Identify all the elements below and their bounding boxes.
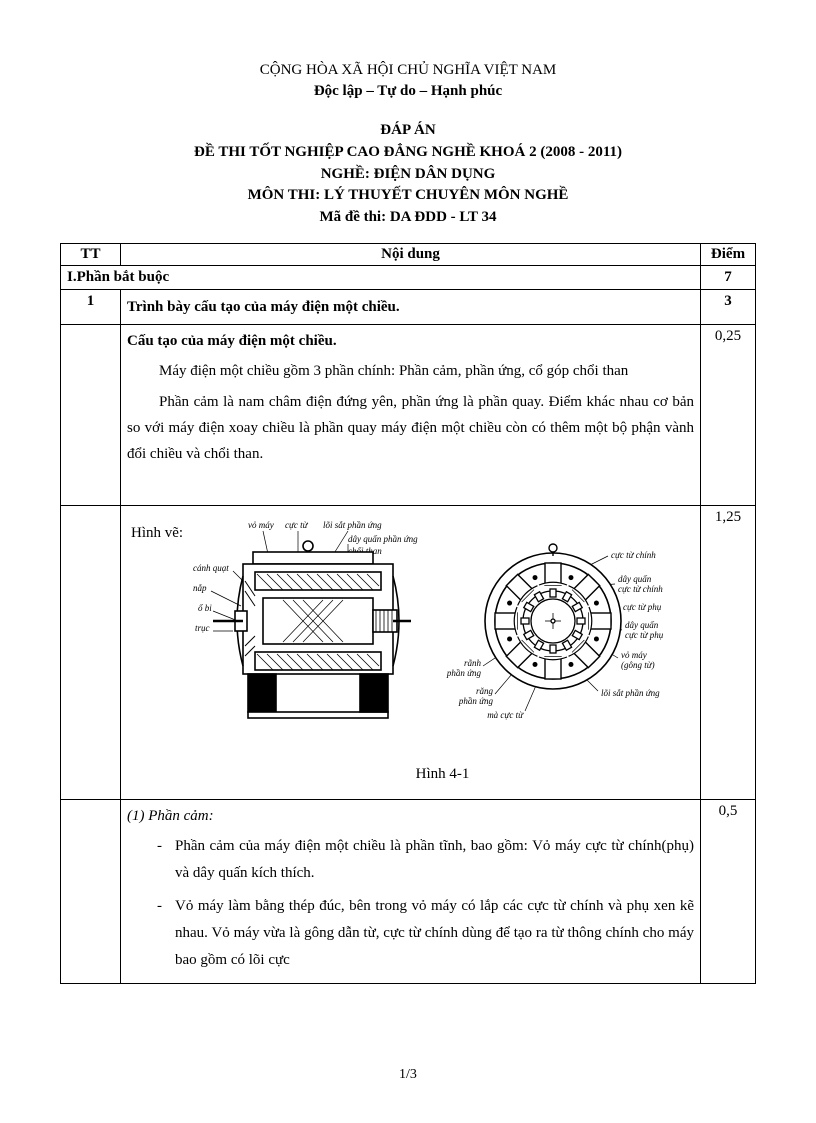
lbl-loisat: lõi sắt phần ứng xyxy=(323,520,382,530)
table-header-row: TT Nội dung Điểm xyxy=(61,243,756,265)
question-row: 1 Trình bày cấu tạo của máy điện một chi… xyxy=(61,289,756,324)
dc-machine-diagram: vỏ máy cực từ lõi sắt phần ứng dây quấn … xyxy=(191,516,694,788)
lbl-r-macuctu: mà cực từ xyxy=(487,710,524,720)
lbl-dayquan: dây quấn phần ứng xyxy=(348,534,418,544)
lbl-r-vomay: vỏ máy xyxy=(621,650,647,660)
header-line-2: Độc lập – Tự do – Hạnh phúc xyxy=(60,81,756,102)
lbl-obi: ổ bi xyxy=(198,603,212,613)
r3-b2: Vỏ máy làm bằng thép đúc, bên trong vỏ m… xyxy=(157,893,694,974)
lbl-r-dqctc: dây quấn xyxy=(618,574,652,584)
page-footer: 1/3 xyxy=(0,1067,816,1083)
r1-subhead: Cấu tạo của máy điện một chiều. xyxy=(127,328,694,354)
r3-b1: Phần cảm của máy điện một chiều là phần … xyxy=(157,833,694,887)
lbl-vomay: vỏ máy xyxy=(248,520,274,530)
lbl-r-loisat: lõi sắt phần ứng xyxy=(601,688,660,698)
lbl-nap: nắp xyxy=(193,583,207,593)
section-label: I.Phần bắt buộc xyxy=(61,265,701,289)
page-number: 1/3 xyxy=(399,1067,417,1082)
doc-title-block: ĐÁP ÁN ĐỀ THI TỐT NGHIỆP CAO ĐẲNG NGHỀ K… xyxy=(60,120,756,229)
title-made: Mã đề thi: DA ĐDD - LT 34 xyxy=(60,207,756,229)
title-dapan: ĐÁP ÁN xyxy=(60,120,756,142)
title-nghe: NGHỀ: ĐIỆN DÂN DỤNG xyxy=(60,164,756,186)
th-diem: Điểm xyxy=(701,243,756,265)
lbl-r-dqctp2: cực từ phụ xyxy=(625,630,664,640)
lbl-r-rang: răng xyxy=(476,686,494,696)
figure-row: Hình vẽ: vỏ máy cực từ lõi sắt phần ứng … xyxy=(61,505,756,800)
lbl-cuctu: cực từ xyxy=(285,520,309,530)
r3-head: (1) Phần cảm: xyxy=(127,803,694,829)
lbl-r-dqctp: dây quấn xyxy=(625,620,659,630)
lbl-r-phanung: phần ứng xyxy=(445,668,481,678)
figure-label: Hình vẽ: xyxy=(131,516,183,546)
lbl-r-ctc: cực từ chính xyxy=(611,550,656,560)
blank-cell xyxy=(61,325,121,506)
title-mon: MÔN THI: LÝ THUYẾT CHUYÊN MÔN NGHỀ xyxy=(60,185,756,207)
r3-score: 0,5 xyxy=(701,800,756,984)
blank-cell xyxy=(61,505,121,800)
th-noidung: Nội dung xyxy=(121,243,701,265)
lbl-r-ctp: cực từ phụ xyxy=(623,602,662,612)
lbl-canhquat: cánh quạt xyxy=(193,563,229,573)
q1-number: 1 xyxy=(61,289,121,324)
answer-row-3: (1) Phần cảm: Phần cảm của máy điện một … xyxy=(61,800,756,984)
lbl-r-gongtu: (gông từ) xyxy=(621,660,655,670)
lbl-truc: trục xyxy=(195,623,210,633)
figure-wrap: Hình vẽ: vỏ máy cực từ lõi sắt phần ứng … xyxy=(131,512,694,792)
r1-p1: Máy điện một chiều gồm 3 phần chính: Phầ… xyxy=(127,358,694,384)
q1-prompt: Trình bày cấu tạo của máy điện một chiều… xyxy=(127,299,400,315)
th-tt: TT xyxy=(61,243,121,265)
section-row: I.Phần bắt buộc 7 xyxy=(61,265,756,289)
lbl-r-ranh: rãnh xyxy=(464,658,482,668)
q1-score: 3 xyxy=(701,289,756,324)
answer-table: TT Nội dung Điểm I.Phần bắt buộc 7 1 Trì… xyxy=(60,243,756,985)
title-exam: ĐỀ THI TỐT NGHIỆP CAO ĐẲNG NGHỀ KHOÁ 2 (… xyxy=(60,142,756,164)
r2-score: 1,25 xyxy=(701,505,756,800)
blank-cell xyxy=(61,800,121,984)
section-score: 7 xyxy=(701,265,756,289)
r1-p2: Phần cảm là nam châm điện đứng yên, phần… xyxy=(127,389,694,468)
doc-national-header: CỘNG HÒA XÃ HỘI CHỦ NGHĨA VIỆT NAM Độc l… xyxy=(60,60,756,102)
header-line-1: CỘNG HÒA XÃ HỘI CHỦ NGHĨA VIỆT NAM xyxy=(60,60,756,81)
answer-row-1: Cấu tạo của máy điện một chiều. Máy điện… xyxy=(61,325,756,506)
lbl-r-phanung2: phần ứng xyxy=(457,696,493,706)
figure-caption: Hình 4-1 xyxy=(191,761,694,787)
lbl-r-dqctc2: cực từ chính xyxy=(618,584,663,594)
r1-score: 0,25 xyxy=(701,325,756,506)
